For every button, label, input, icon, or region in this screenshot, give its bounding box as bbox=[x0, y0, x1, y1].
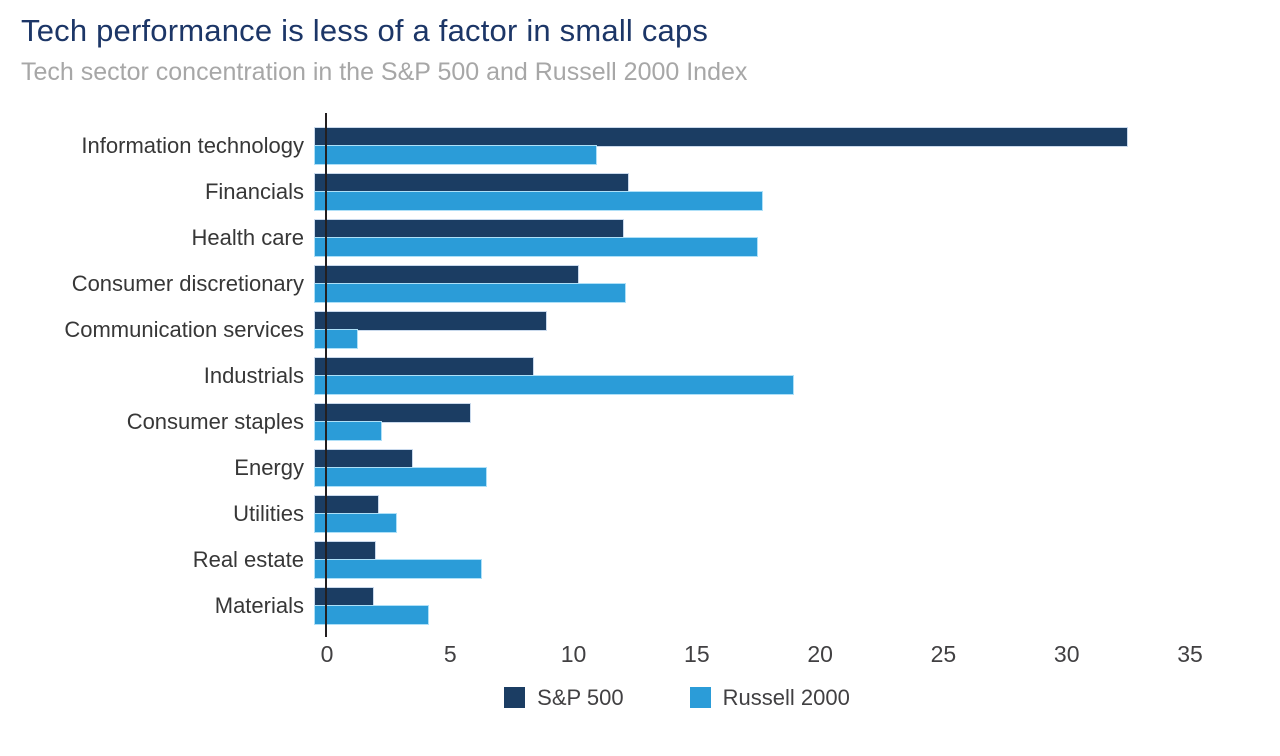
chart-legend: S&P 500 Russell 2000 bbox=[74, 685, 1280, 711]
legend-label: Russell 2000 bbox=[722, 684, 850, 710]
russell2000-bar-0 bbox=[315, 145, 597, 164]
legend-item-russell2000: Russell 2000 bbox=[689, 684, 850, 711]
x-tick-label: 35 bbox=[1177, 640, 1203, 667]
chart-row: Energy bbox=[0, 445, 1235, 491]
sp500-bar-3 bbox=[315, 265, 578, 284]
sp500-bar-1 bbox=[315, 173, 628, 192]
category-label: Utilities bbox=[233, 500, 304, 526]
chart-row: Consumer staples bbox=[0, 399, 1235, 445]
legend-item-sp500: S&P 500 bbox=[504, 684, 624, 711]
category-label: Real estate bbox=[192, 546, 304, 572]
russell2000-bar-5 bbox=[315, 375, 794, 394]
bar-group bbox=[315, 449, 1235, 486]
sp500-bar-6 bbox=[315, 403, 471, 422]
russell2000-bar-10 bbox=[315, 605, 429, 624]
bar-group bbox=[315, 495, 1235, 532]
sp500-bar-9 bbox=[315, 541, 376, 560]
x-axis: 0 5 10 15 20 25 30 35 bbox=[321, 629, 1203, 671]
category-label: Information technology bbox=[81, 132, 304, 158]
x-tick-label: 25 bbox=[930, 640, 957, 667]
page-title: Tech performance is less of a factor in … bbox=[21, 13, 709, 48]
category-label: Consumer discretionary bbox=[71, 270, 304, 296]
bar-group bbox=[315, 403, 1235, 440]
sp500-bar-2 bbox=[315, 219, 623, 238]
russell2000-swatch-icon bbox=[689, 687, 711, 709]
bar-group bbox=[315, 357, 1235, 394]
chart-row: Communication services bbox=[0, 307, 1235, 353]
russell2000-bar-4 bbox=[315, 329, 358, 348]
x-tick-label: 10 bbox=[560, 640, 587, 667]
bar-group bbox=[315, 173, 1235, 210]
bar-group bbox=[315, 311, 1235, 348]
chart-row: Consumer discretionary bbox=[0, 261, 1235, 307]
category-label: Industrials bbox=[203, 362, 304, 388]
russell2000-bar-2 bbox=[315, 237, 757, 256]
chart-row: Information technology bbox=[0, 123, 1235, 169]
sp500-bar-10 bbox=[315, 587, 373, 606]
page-subtitle: Tech sector concentration in the S&P 500… bbox=[21, 57, 748, 86]
bar-group bbox=[315, 127, 1235, 164]
legend-label: S&P 500 bbox=[537, 684, 624, 710]
x-tick-label: 20 bbox=[807, 640, 833, 667]
chart-row: Industrials bbox=[0, 353, 1235, 399]
bar-group bbox=[315, 541, 1235, 578]
sp500-bar-5 bbox=[315, 357, 534, 376]
category-label: Communication services bbox=[64, 316, 304, 342]
chart-row: Real estate bbox=[0, 537, 1235, 583]
bar-group bbox=[315, 219, 1235, 256]
chart-row: Materials bbox=[0, 583, 1235, 629]
bar-chart: Information technology Financials Health c… bbox=[0, 112, 1235, 671]
russell2000-bar-8 bbox=[315, 513, 397, 532]
category-label: Materials bbox=[214, 592, 304, 618]
sp500-bar-7 bbox=[315, 449, 413, 468]
bar-group bbox=[315, 265, 1235, 302]
chart-row: Financials bbox=[0, 169, 1235, 215]
sp500-bar-0 bbox=[315, 127, 1128, 146]
category-label: Health care bbox=[191, 224, 304, 250]
sp500-swatch-icon bbox=[504, 687, 526, 709]
chart-rows: Information technology Financials Health c… bbox=[0, 112, 1235, 637]
russell2000-bar-1 bbox=[315, 191, 762, 210]
russell2000-bar-3 bbox=[315, 283, 626, 302]
russell2000-bar-9 bbox=[315, 559, 481, 578]
x-tick-label: 5 bbox=[443, 640, 457, 667]
russell2000-bar-6 bbox=[315, 421, 381, 440]
russell2000-bar-7 bbox=[315, 467, 486, 486]
chart-row: Utilities bbox=[0, 491, 1235, 537]
chart-header: Tech performance is less of a factor in … bbox=[0, 12, 1280, 87]
x-tick-label: 30 bbox=[1053, 640, 1080, 667]
chart-row: Health care bbox=[0, 215, 1235, 261]
x-tick-label: 0 bbox=[320, 640, 334, 667]
x-tick-label: 15 bbox=[684, 640, 710, 667]
category-label: Financials bbox=[204, 178, 304, 204]
y-axis-line bbox=[325, 112, 327, 637]
sp500-bar-8 bbox=[315, 495, 379, 514]
category-label: Energy bbox=[234, 454, 304, 480]
category-label: Consumer staples bbox=[126, 408, 304, 434]
bar-group bbox=[315, 587, 1235, 624]
sp500-bar-4 bbox=[315, 311, 547, 330]
